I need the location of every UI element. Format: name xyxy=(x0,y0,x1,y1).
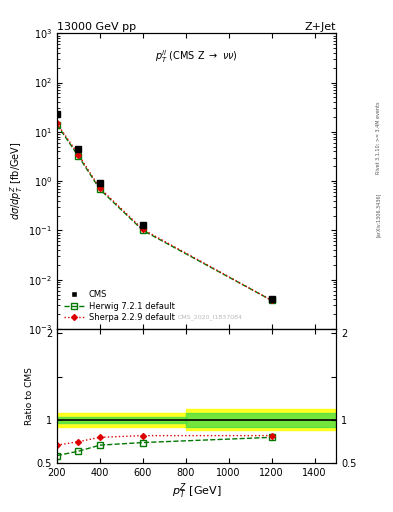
Text: Rivet 3.1.10; >= 3.4M events: Rivet 3.1.10; >= 3.4M events xyxy=(376,102,380,175)
Text: Z+Jet: Z+Jet xyxy=(305,22,336,32)
Text: [arXiv:1306.3436]: [arXiv:1306.3436] xyxy=(376,193,380,237)
Y-axis label: $d\sigma/dp_T^Z$ [fb/GeV]: $d\sigma/dp_T^Z$ [fb/GeV] xyxy=(9,142,26,220)
Text: 13000 GeV pp: 13000 GeV pp xyxy=(57,22,136,32)
Text: $p_T^{ll}$ (CMS Z $\rightarrow$ $\nu\nu$): $p_T^{ll}$ (CMS Z $\rightarrow$ $\nu\nu$… xyxy=(155,48,238,65)
Legend: CMS, Herwig 7.2.1 default, Sherpa 2.2.9 default: CMS, Herwig 7.2.1 default, Sherpa 2.2.9 … xyxy=(61,288,177,325)
Text: CMS_2020_I1837084: CMS_2020_I1837084 xyxy=(178,314,243,320)
X-axis label: $p_T^Z$ [GeV]: $p_T^Z$ [GeV] xyxy=(172,481,221,501)
Y-axis label: Ratio to CMS: Ratio to CMS xyxy=(25,367,34,425)
